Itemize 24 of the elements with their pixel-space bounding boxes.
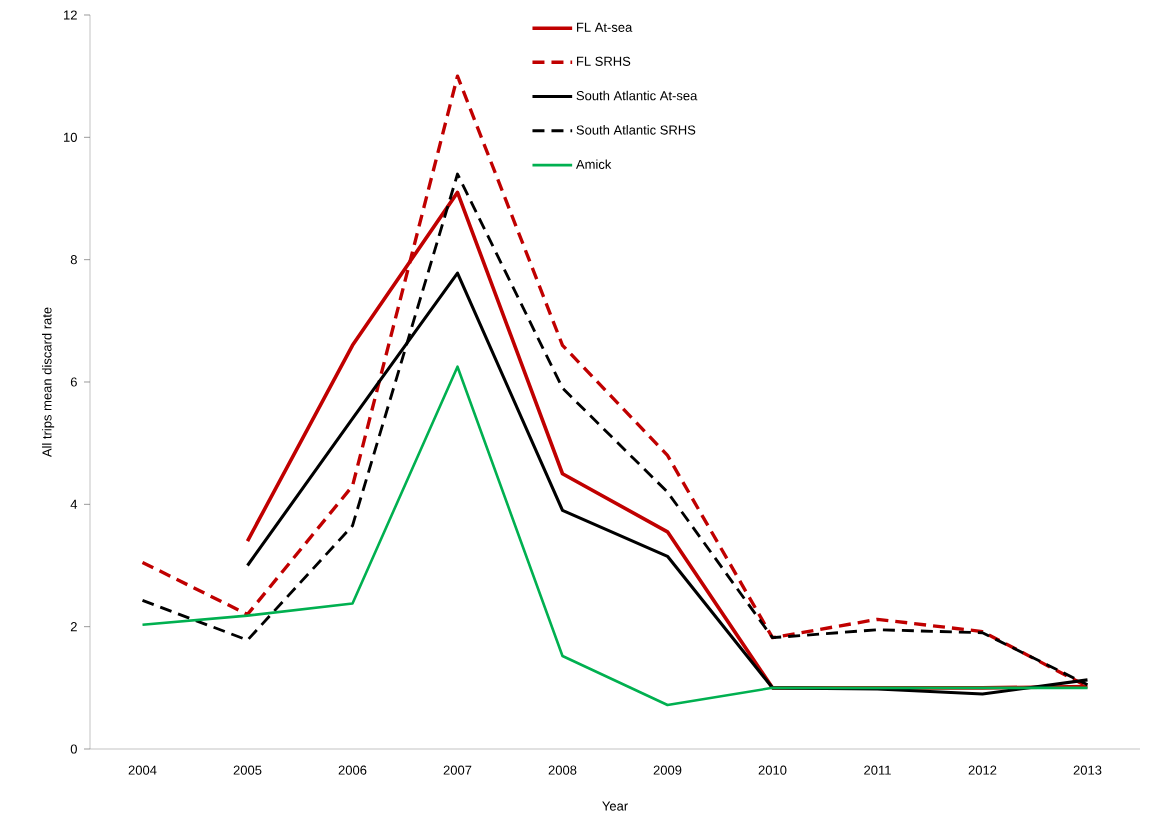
legend-label: FL SRHS — [577, 56, 631, 66]
y-tick-label: 10 — [63, 132, 77, 142]
y-tick-label: 0 — [70, 744, 77, 754]
x-tick-label: 2006 — [338, 765, 367, 775]
x-tick-label: 2007 — [443, 765, 472, 775]
x-tick-label: 2013 — [1073, 765, 1102, 775]
y-tick-label: 12 — [63, 10, 77, 20]
x-tick-label: 2011 — [864, 765, 891, 775]
y-tick-label: 8 — [70, 255, 77, 265]
legend-label: Amick — [575, 159, 612, 169]
x-tick-label: 2005 — [233, 765, 262, 775]
x-axis-title: Year — [602, 801, 628, 811]
legend-label: South Atlantic SRHS — [576, 125, 696, 135]
x-tick-label: 2009 — [653, 765, 682, 775]
x-tick-label: 2008 — [548, 765, 577, 775]
x-tick-label: 2012 — [968, 765, 997, 775]
y-tick-label: 6 — [70, 377, 77, 387]
legend-label: FL At-sea — [577, 22, 633, 32]
y-tick-label: 4 — [70, 499, 78, 509]
y-axis-title: All trips mean discard rate — [42, 307, 55, 458]
y-tick-label: 2 — [70, 622, 77, 632]
legend-label: South Atlantic At-sea — [576, 90, 698, 101]
x-tick-label: 2010 — [758, 765, 787, 775]
x-tick-label: 2004 — [128, 765, 157, 775]
